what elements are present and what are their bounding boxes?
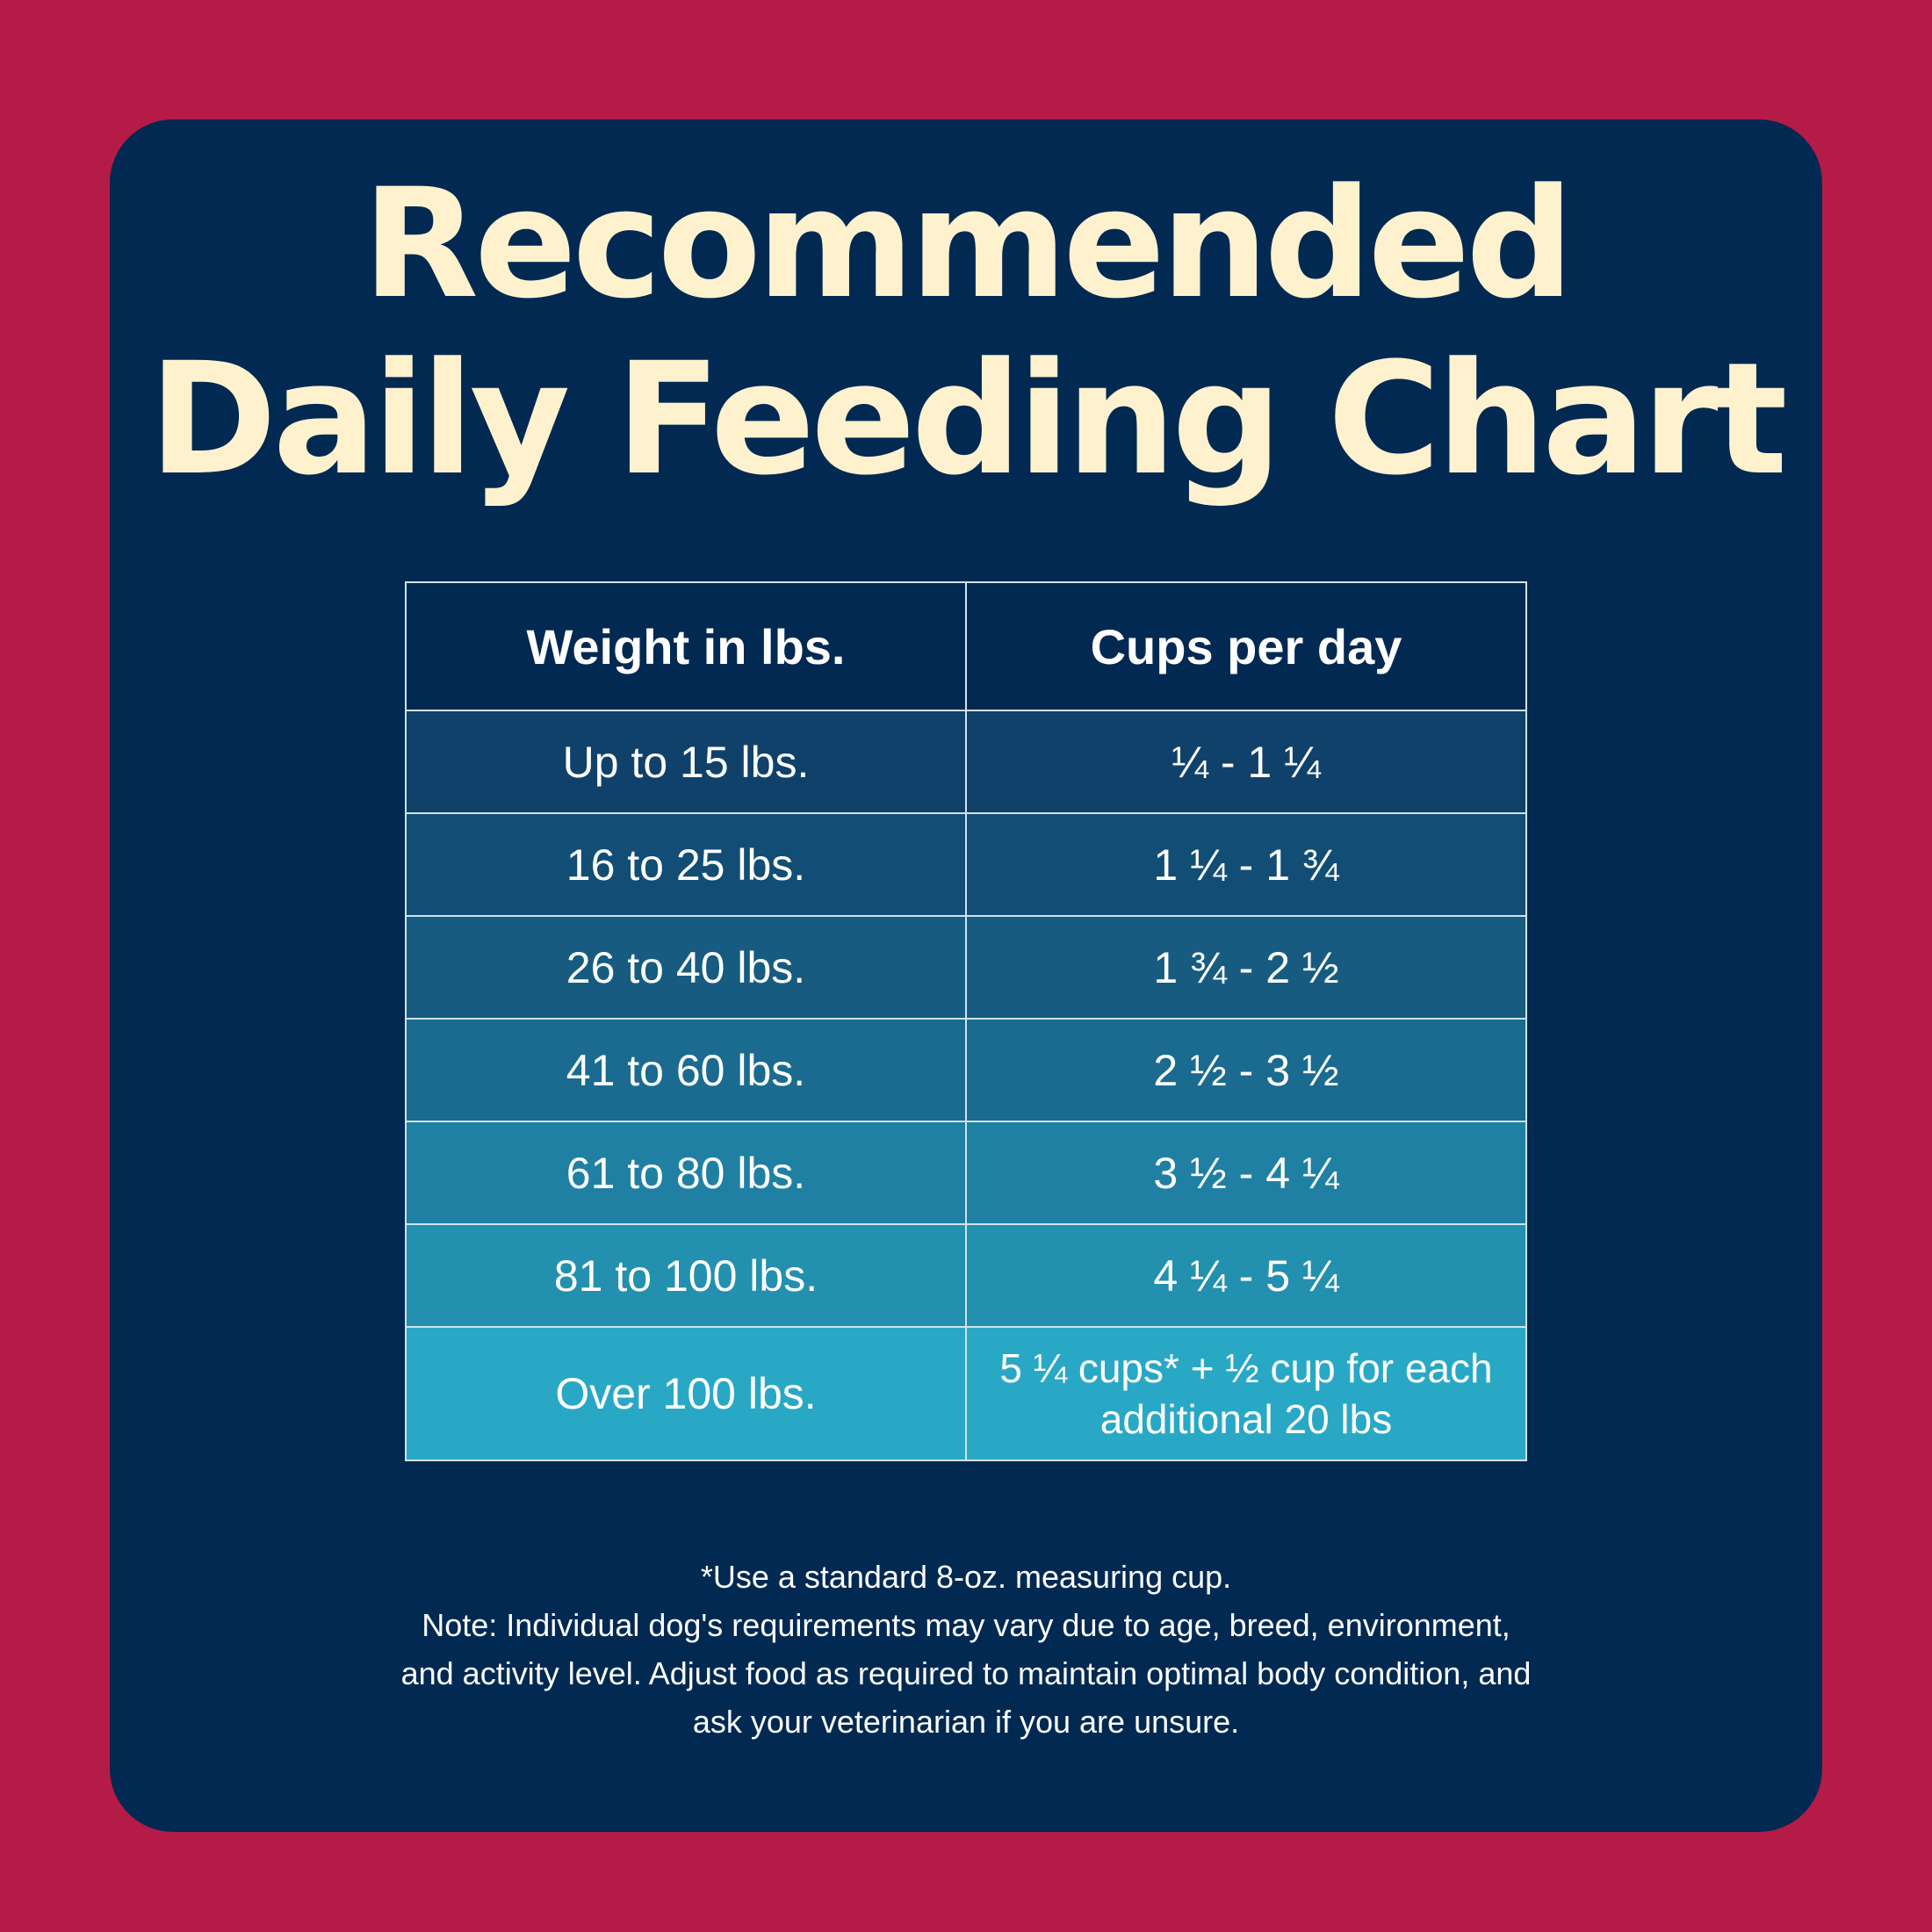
table-row: 26 to 40 lbs. 1 ¾ - 2 ½ [405,915,1527,1020]
table-row: 61 to 80 lbs. 3 ½ - 4 ¼ [405,1121,1527,1225]
footnote-line: and activity level. Adjust food as requi… [400,1655,1532,1691]
feeding-table: Weight in lbs. Cups per day Up to 15 lbs… [405,581,1527,1461]
weight-cell: 26 to 40 lbs. [405,915,967,1020]
cups-cell: 4 ¼ - 5 ¼ [965,1223,1527,1328]
weight-cell: Over 100 lbs. [405,1326,967,1461]
weight-cell: 16 to 25 lbs. [405,812,967,917]
cups-cell: ¼ - 1 ¼ [965,710,1527,814]
table-row: Up to 15 lbs. ¼ - 1 ¼ [405,710,1527,814]
cups-cell: 1 ¼ - 1 ¾ [965,812,1527,917]
table-row: 41 to 60 lbs. 2 ½ - 3 ½ [405,1018,1527,1122]
weight-cell: 61 to 80 lbs. [405,1121,967,1225]
cups-cell-line-2: additional 20 lbs [1099,1396,1393,1442]
title-line-1: Recommended [362,155,1575,332]
weight-cell: 41 to 60 lbs. [405,1018,967,1122]
header-weight: Weight in lbs. [405,581,967,711]
table-row: Over 100 lbs. 5 ¼ cups* + ½ cup for each… [405,1326,1527,1461]
cups-cell: 5 ¼ cups* + ½ cup for each additional 20… [965,1326,1527,1461]
title-line-2: Daily Feeding Chart [148,329,1787,509]
footnote-line: ask your veterinarian if you are unsure. [692,1704,1240,1740]
table-row: 81 to 100 lbs. 4 ¼ - 5 ¼ [405,1223,1527,1328]
cups-cell: 2 ½ - 3 ½ [965,1018,1527,1122]
cups-cell-line-1: 5 ¼ cups* + ½ cup for each [999,1345,1493,1391]
header-cups: Cups per day [965,581,1527,711]
cups-cell: 3 ½ - 4 ¼ [965,1121,1527,1225]
footnote-line: Note: Individual dog's requirements may … [422,1607,1510,1643]
weight-cell: 81 to 100 lbs. [405,1223,967,1328]
weight-cell: Up to 15 lbs. [405,710,967,814]
table-header-row: Weight in lbs. Cups per day [405,581,1527,711]
page-title: Recommended Daily Feeding Chart [0,156,1932,508]
footnote-line: *Use a standard 8-oz. measuring cup. [700,1559,1232,1595]
footnote: *Use a standard 8-oz. measuring cup. Not… [0,1553,1932,1746]
cups-cell: 1 ¾ - 2 ½ [965,915,1527,1020]
table-row: 16 to 25 lbs. 1 ¼ - 1 ¾ [405,812,1527,917]
